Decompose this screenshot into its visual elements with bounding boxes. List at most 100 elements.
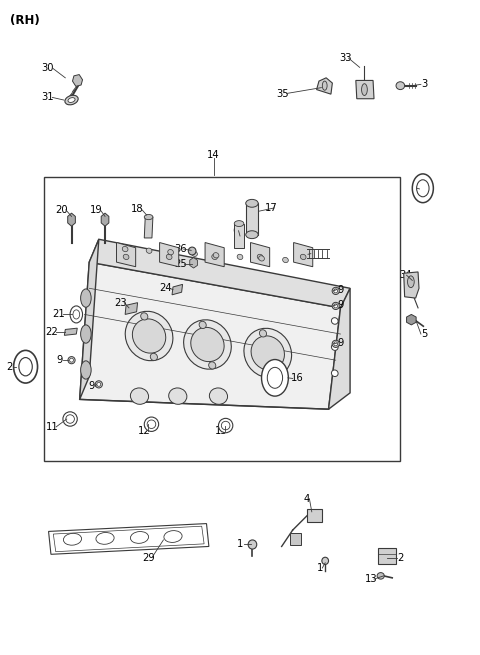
Ellipse shape xyxy=(209,388,228,404)
Text: 24: 24 xyxy=(159,283,172,293)
Ellipse shape xyxy=(168,388,187,404)
Text: 6: 6 xyxy=(232,226,239,236)
Ellipse shape xyxy=(361,84,367,96)
Bar xyxy=(44,177,400,462)
Ellipse shape xyxy=(81,325,91,343)
Bar xyxy=(378,548,396,564)
Bar xyxy=(246,203,258,234)
Text: 12: 12 xyxy=(138,426,151,436)
Text: 33: 33 xyxy=(339,53,351,64)
Ellipse shape xyxy=(332,303,339,310)
Text: 16: 16 xyxy=(291,373,304,383)
Ellipse shape xyxy=(164,531,182,542)
Text: 9: 9 xyxy=(337,299,344,310)
Text: 35: 35 xyxy=(277,88,289,98)
Ellipse shape xyxy=(246,231,258,238)
Text: 7: 7 xyxy=(301,250,308,259)
Ellipse shape xyxy=(323,81,327,90)
Text: 23: 23 xyxy=(114,297,127,308)
Polygon shape xyxy=(190,257,197,268)
Ellipse shape xyxy=(408,276,414,288)
Text: 30: 30 xyxy=(41,63,54,73)
Ellipse shape xyxy=(283,257,288,263)
Circle shape xyxy=(262,360,288,396)
Circle shape xyxy=(70,306,83,323)
Polygon shape xyxy=(144,217,153,238)
Ellipse shape xyxy=(144,214,153,219)
Polygon shape xyxy=(328,288,350,409)
Text: 14: 14 xyxy=(207,150,220,160)
Text: 1: 1 xyxy=(237,540,243,550)
Ellipse shape xyxy=(332,288,339,295)
Circle shape xyxy=(417,179,429,196)
Polygon shape xyxy=(159,242,179,267)
Ellipse shape xyxy=(246,199,258,207)
Ellipse shape xyxy=(150,353,157,360)
Ellipse shape xyxy=(70,358,73,362)
Ellipse shape xyxy=(123,254,129,259)
Polygon shape xyxy=(356,81,374,99)
Ellipse shape xyxy=(141,313,148,320)
Polygon shape xyxy=(125,303,138,314)
Ellipse shape xyxy=(168,250,173,255)
Ellipse shape xyxy=(146,248,152,253)
Ellipse shape xyxy=(184,320,231,369)
Ellipse shape xyxy=(131,388,149,404)
Text: 5: 5 xyxy=(421,329,428,339)
Polygon shape xyxy=(72,75,83,86)
Polygon shape xyxy=(68,213,75,226)
Text: 15: 15 xyxy=(215,426,227,436)
Text: 36: 36 xyxy=(174,244,187,254)
Ellipse shape xyxy=(144,417,158,432)
Ellipse shape xyxy=(300,254,306,259)
Text: 18: 18 xyxy=(131,204,144,214)
Ellipse shape xyxy=(221,421,230,430)
Ellipse shape xyxy=(147,420,156,428)
Polygon shape xyxy=(205,242,224,267)
Ellipse shape xyxy=(213,253,219,258)
Ellipse shape xyxy=(218,419,233,433)
Ellipse shape xyxy=(332,340,339,347)
Text: 21: 21 xyxy=(53,309,65,320)
Polygon shape xyxy=(89,239,350,308)
Bar xyxy=(307,509,323,522)
Text: 19: 19 xyxy=(90,205,103,215)
Circle shape xyxy=(412,174,433,202)
Text: 25: 25 xyxy=(174,259,187,269)
Ellipse shape xyxy=(212,254,217,259)
Bar xyxy=(234,223,244,248)
Polygon shape xyxy=(317,78,332,94)
Text: 34: 34 xyxy=(399,271,411,280)
Polygon shape xyxy=(80,239,99,400)
Circle shape xyxy=(19,358,32,376)
Text: 31: 31 xyxy=(41,92,54,102)
Text: 27: 27 xyxy=(417,184,429,194)
Polygon shape xyxy=(294,242,313,267)
Ellipse shape xyxy=(191,328,224,362)
Ellipse shape xyxy=(248,540,257,549)
Ellipse shape xyxy=(122,246,128,252)
Text: 2: 2 xyxy=(397,553,404,563)
Ellipse shape xyxy=(96,533,114,544)
Ellipse shape xyxy=(125,311,173,361)
Ellipse shape xyxy=(334,289,337,293)
Polygon shape xyxy=(80,262,340,409)
Ellipse shape xyxy=(331,370,338,377)
Polygon shape xyxy=(407,314,416,325)
Ellipse shape xyxy=(66,415,74,423)
Ellipse shape xyxy=(237,254,243,259)
Polygon shape xyxy=(404,272,419,298)
Text: 4: 4 xyxy=(304,494,310,504)
Ellipse shape xyxy=(188,247,196,255)
Text: 1: 1 xyxy=(317,563,324,573)
Ellipse shape xyxy=(259,329,266,337)
Ellipse shape xyxy=(97,383,101,386)
Ellipse shape xyxy=(257,254,263,259)
Text: 3: 3 xyxy=(421,79,427,89)
Text: 29: 29 xyxy=(143,553,156,563)
Ellipse shape xyxy=(331,318,338,324)
Ellipse shape xyxy=(244,328,291,378)
Bar xyxy=(290,533,301,545)
Ellipse shape xyxy=(331,344,338,350)
Polygon shape xyxy=(117,242,136,267)
